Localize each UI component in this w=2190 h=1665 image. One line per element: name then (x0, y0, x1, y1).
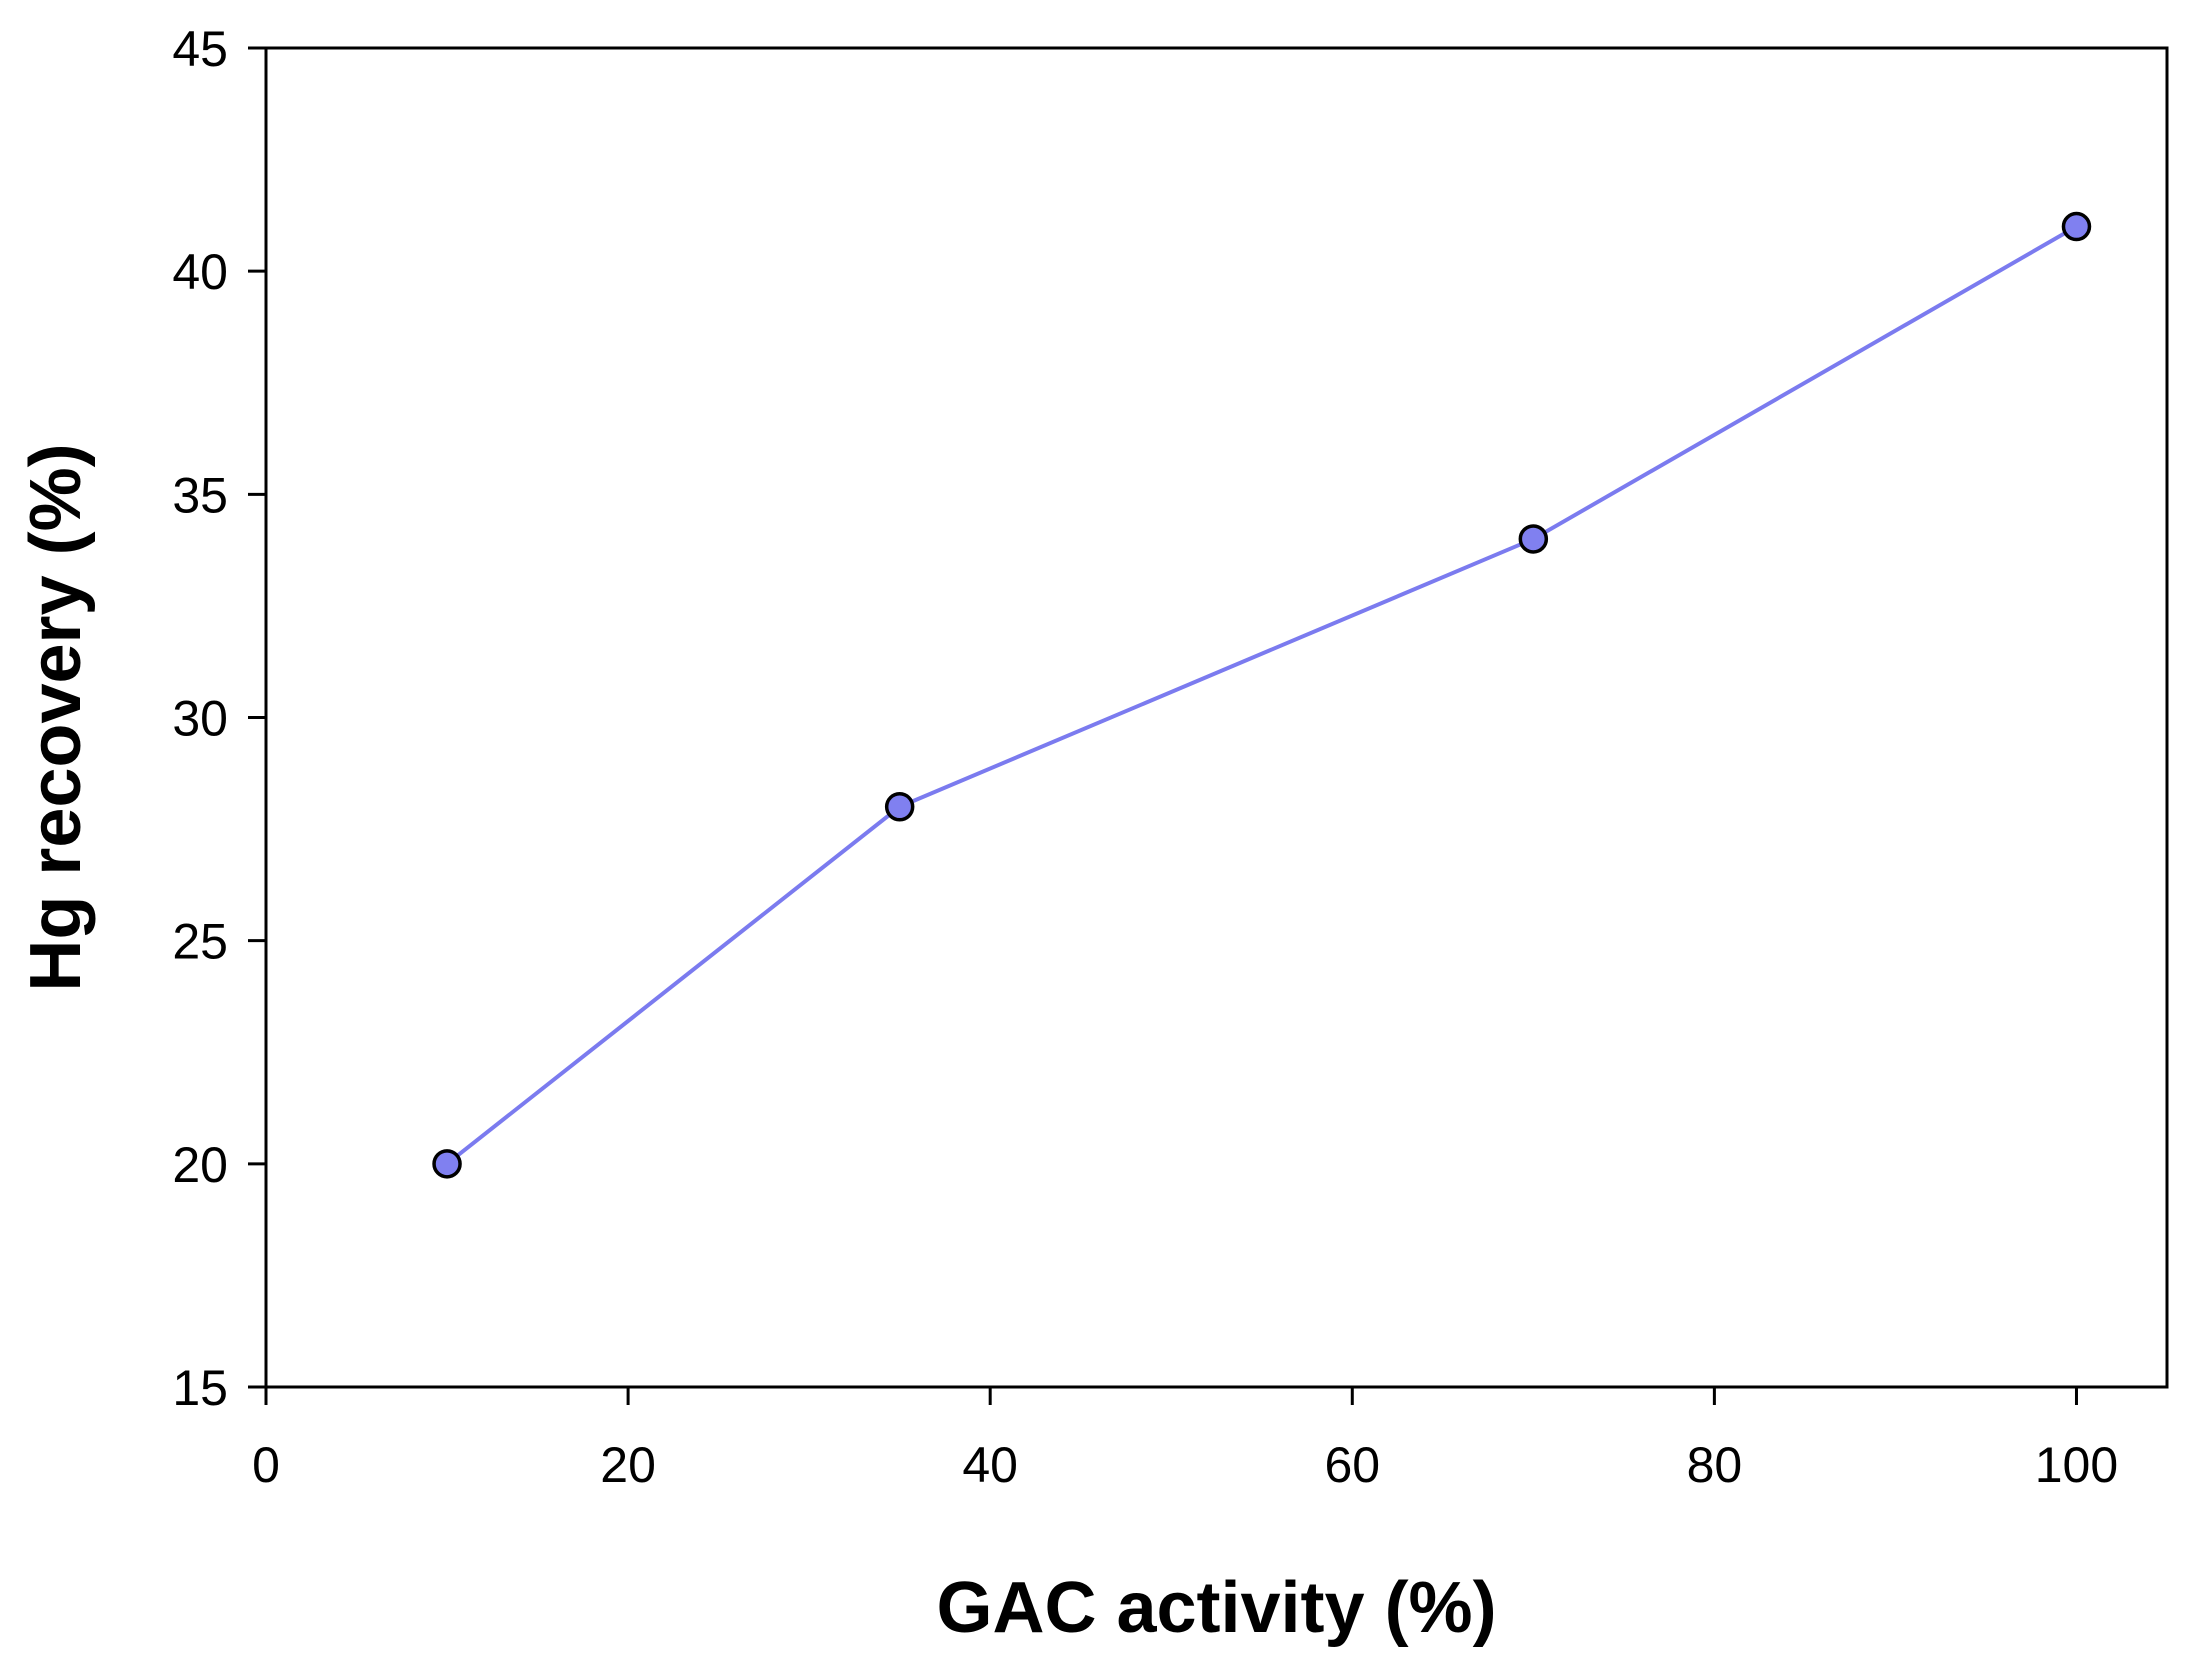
y-tick-label: 45 (172, 21, 228, 77)
y-axis-ticks: 15 20 25 30 35 40 45 (172, 21, 266, 1416)
x-tick-label: 100 (2035, 1437, 2118, 1493)
data-point (2061, 211, 2092, 242)
y-tick-label: 20 (172, 1137, 228, 1193)
x-tick-label: 60 (1324, 1437, 1380, 1493)
data-point (1518, 524, 1549, 554)
y-tick-label: 25 (172, 914, 228, 970)
x-tick-label: 20 (600, 1437, 656, 1493)
x-tick-label: 80 (1687, 1437, 1743, 1493)
x-tick-label: 40 (962, 1437, 1018, 1493)
data-point (884, 792, 915, 822)
series-line (445, 224, 2078, 1166)
data-point (432, 1149, 462, 1179)
y-tick-label: 15 (172, 1360, 228, 1416)
y-tick-label: 35 (172, 467, 228, 523)
y-tick-label: 40 (172, 244, 228, 300)
y-axis-title: Hg recovery (%) (16, 443, 96, 991)
plot-area-frame (264, 46, 2169, 1389)
x-axis-title: GAC activity (%) (936, 1568, 1496, 1648)
y-tick-label: 30 (172, 691, 228, 747)
series-layer (432, 211, 2092, 1179)
x-tick-label: 0 (252, 1437, 280, 1493)
x-axis-ticks: 0 20 40 60 80 100 (252, 1387, 2118, 1493)
